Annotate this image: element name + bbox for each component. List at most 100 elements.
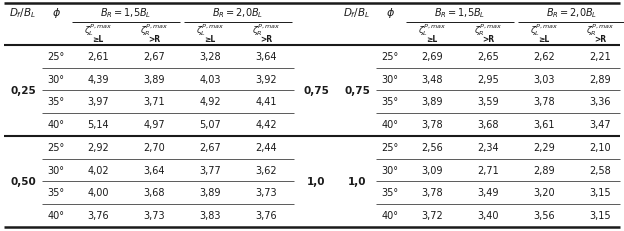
Text: 3,15: 3,15 — [589, 187, 611, 198]
Text: 3,78: 3,78 — [421, 119, 443, 129]
Text: 2,89: 2,89 — [533, 165, 555, 175]
Text: 3,73: 3,73 — [255, 187, 277, 198]
Text: 4,00: 4,00 — [87, 187, 109, 198]
Text: 4,97: 4,97 — [143, 119, 165, 129]
Text: 2,44: 2,44 — [255, 143, 277, 153]
Text: 1,0: 1,0 — [348, 176, 366, 186]
Text: 3,62: 3,62 — [255, 165, 277, 175]
Text: 5,07: 5,07 — [199, 119, 221, 129]
Text: 25°: 25° — [47, 143, 65, 153]
Text: 3,15: 3,15 — [589, 210, 611, 220]
Text: 3,68: 3,68 — [144, 187, 165, 198]
Text: 30°: 30° — [381, 165, 399, 175]
Text: 3,61: 3,61 — [534, 119, 555, 129]
Text: ≥L: ≥L — [205, 35, 216, 44]
Text: 2,56: 2,56 — [421, 143, 443, 153]
Text: 2,61: 2,61 — [87, 52, 109, 62]
Text: 40°: 40° — [381, 119, 399, 129]
Text: 3,48: 3,48 — [421, 74, 443, 84]
Text: $\zeta_{R}^{P,max}$: $\zeta_{R}^{P,max}$ — [251, 22, 280, 38]
Text: $B_R = 1{,}5B_L$: $B_R = 1{,}5B_L$ — [434, 6, 485, 20]
Text: 2,95: 2,95 — [477, 74, 499, 84]
Text: 3,97: 3,97 — [87, 97, 109, 107]
Text: ≥L: ≥L — [426, 35, 437, 44]
Text: >R: >R — [482, 35, 494, 44]
Text: ≥L: ≥L — [92, 35, 104, 44]
Text: 3,72: 3,72 — [421, 210, 443, 220]
Text: 1,0: 1,0 — [307, 176, 325, 186]
Text: 30°: 30° — [381, 74, 399, 84]
Text: 30°: 30° — [47, 74, 64, 84]
Text: 4,41: 4,41 — [255, 97, 277, 107]
Text: $\phi$: $\phi$ — [386, 6, 394, 20]
Text: 4,03: 4,03 — [199, 74, 221, 84]
Text: 3,71: 3,71 — [143, 97, 165, 107]
Text: 3,64: 3,64 — [144, 165, 165, 175]
Text: 3,28: 3,28 — [199, 52, 221, 62]
Text: 2,69: 2,69 — [421, 52, 443, 62]
Text: 2,67: 2,67 — [143, 52, 165, 62]
Text: 3,09: 3,09 — [421, 165, 443, 175]
Text: 25°: 25° — [47, 52, 65, 62]
Text: 40°: 40° — [47, 119, 64, 129]
Text: 40°: 40° — [47, 210, 64, 220]
Text: $B_R = 2{,}0B_L$: $B_R = 2{,}0B_L$ — [212, 6, 263, 20]
Text: 2,70: 2,70 — [143, 143, 165, 153]
Text: 4,42: 4,42 — [255, 119, 277, 129]
Text: 4,02: 4,02 — [87, 165, 109, 175]
Text: 3,03: 3,03 — [534, 74, 555, 84]
Text: $\zeta_{L}^{P,max}$: $\zeta_{L}^{P,max}$ — [84, 22, 112, 38]
Text: 30°: 30° — [47, 165, 64, 175]
Text: 3,59: 3,59 — [477, 97, 499, 107]
Text: 3,76: 3,76 — [87, 210, 109, 220]
Text: 2,92: 2,92 — [87, 143, 109, 153]
Text: 2,21: 2,21 — [589, 52, 611, 62]
Text: 0,75: 0,75 — [303, 86, 329, 96]
Text: 2,89: 2,89 — [589, 74, 611, 84]
Text: 3,64: 3,64 — [255, 52, 277, 62]
Text: 2,71: 2,71 — [477, 165, 499, 175]
Text: 35°: 35° — [47, 187, 64, 198]
Text: 40°: 40° — [381, 210, 399, 220]
Text: 4,92: 4,92 — [199, 97, 221, 107]
Text: $\phi$: $\phi$ — [52, 6, 61, 20]
Text: $\zeta_{L}^{P,max}$: $\zeta_{L}^{P,max}$ — [417, 22, 446, 38]
Text: 3,68: 3,68 — [477, 119, 499, 129]
Text: 0,75: 0,75 — [344, 86, 370, 96]
Text: 3,47: 3,47 — [589, 119, 611, 129]
Text: 3,49: 3,49 — [477, 187, 499, 198]
Text: ≥L: ≥L — [539, 35, 550, 44]
Text: 2,58: 2,58 — [589, 165, 611, 175]
Text: 2,62: 2,62 — [533, 52, 555, 62]
Text: 25°: 25° — [381, 143, 399, 153]
Text: 3,89: 3,89 — [421, 97, 443, 107]
Text: 2,29: 2,29 — [533, 143, 555, 153]
Text: 35°: 35° — [47, 97, 64, 107]
Text: $\zeta_{R}^{P,max}$: $\zeta_{R}^{P,max}$ — [140, 22, 168, 38]
Text: 3,92: 3,92 — [255, 74, 277, 84]
Text: 3,40: 3,40 — [477, 210, 499, 220]
Text: 3,89: 3,89 — [199, 187, 221, 198]
Text: $D_f/B_L$: $D_f/B_L$ — [343, 6, 371, 20]
Text: 35°: 35° — [381, 97, 399, 107]
Text: 3,20: 3,20 — [533, 187, 555, 198]
Text: 3,36: 3,36 — [589, 97, 611, 107]
Text: $\zeta_{R}^{P,max}$: $\zeta_{R}^{P,max}$ — [474, 22, 502, 38]
Text: >R: >R — [260, 35, 272, 44]
Text: $\zeta_{R}^{P,max}$: $\zeta_{R}^{P,max}$ — [586, 22, 614, 38]
Text: 3,89: 3,89 — [144, 74, 165, 84]
Text: 2,10: 2,10 — [589, 143, 611, 153]
Text: 35°: 35° — [381, 187, 399, 198]
Text: >R: >R — [594, 35, 606, 44]
Text: 3,73: 3,73 — [143, 210, 165, 220]
Text: 3,78: 3,78 — [533, 97, 555, 107]
Text: 3,78: 3,78 — [421, 187, 443, 198]
Text: 0,50: 0,50 — [10, 176, 36, 186]
Text: 3,56: 3,56 — [533, 210, 555, 220]
Text: 2,67: 2,67 — [199, 143, 221, 153]
Text: 3,77: 3,77 — [199, 165, 221, 175]
Text: 3,76: 3,76 — [255, 210, 277, 220]
Text: 3,83: 3,83 — [199, 210, 221, 220]
Text: 0,25: 0,25 — [10, 86, 36, 96]
Text: $\zeta_{L}^{P,max}$: $\zeta_{L}^{P,max}$ — [196, 22, 224, 38]
